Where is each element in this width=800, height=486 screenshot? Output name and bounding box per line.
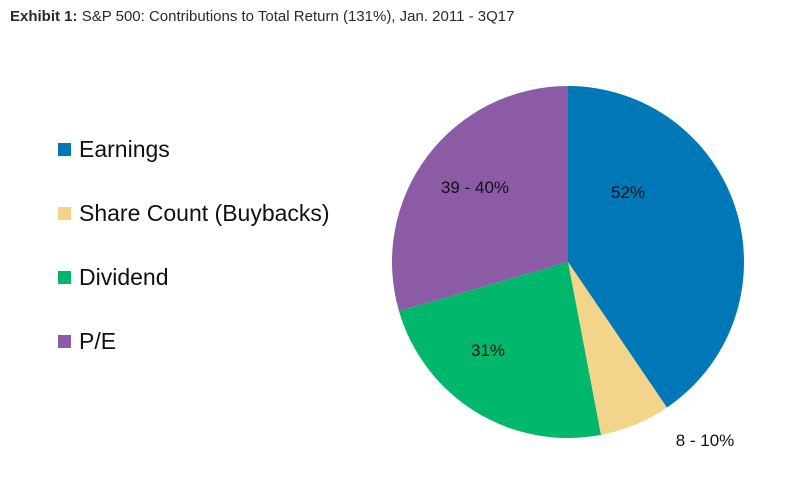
legend-swatch-pe	[58, 334, 71, 348]
slice-label-dividend: 31%	[471, 341, 505, 360]
legend-label-earnings: Earnings	[79, 135, 170, 162]
legend-item-earnings: Earnings	[58, 134, 330, 164]
pie-slice-share-count	[568, 262, 667, 435]
chart-title-text: S&P 500: Contributions to Total Return (…	[81, 8, 515, 25]
legend-swatch-earnings	[58, 142, 71, 156]
pie-slice-dividend	[398, 262, 601, 438]
legend-swatch-dividend	[58, 270, 71, 284]
legend-swatch-share-count	[58, 206, 71, 220]
legend-item-pe: P/E	[58, 326, 330, 356]
legend-item-dividend: Dividend	[58, 262, 330, 292]
legend-label-share-count: Share Count (Buybacks)	[79, 199, 330, 226]
legend-label-pe: P/E	[79, 327, 117, 354]
chart-title: Exhibit 1: S&P 500: Contributions to Tot…	[10, 8, 514, 25]
legend: Earnings Share Count (Buybacks) Dividend…	[58, 134, 330, 390]
pie-slice-pe	[392, 86, 568, 312]
legend-item-share-count: Share Count (Buybacks)	[58, 198, 330, 228]
slice-label-earnings: 52%	[611, 183, 645, 202]
pie-slice-earnings	[568, 86, 745, 408]
slice-label-share-count: 8 - 10%	[676, 431, 735, 450]
exhibit-prefix: Exhibit 1:	[10, 8, 78, 25]
legend-label-dividend: Dividend	[79, 263, 169, 290]
slice-label-pe: 39 - 40%	[441, 178, 509, 197]
